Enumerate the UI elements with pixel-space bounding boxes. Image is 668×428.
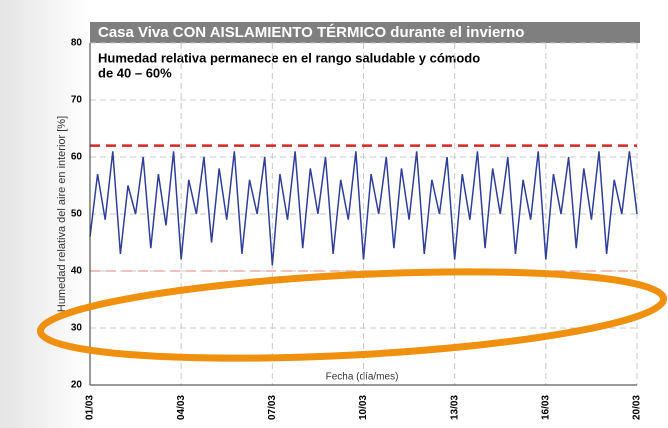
x-tick-label: 16/03 [540,395,551,420]
y-tick-label: 40 [71,266,83,277]
subtitle: Humedad relativa permanece en el rango s… [98,50,480,65]
y-tick-label: 70 [71,95,83,106]
y-axis-label: Humedad relativa del aire en interior [%… [56,116,68,312]
y-tick-label: 50 [71,209,83,220]
background [0,0,90,428]
y-tick-label: 20 [71,380,83,391]
x-axis-label: Fecha (día/mes) [326,372,399,383]
x-tick-label: 01/03 [85,395,96,420]
x-tick-label: 04/03 [176,395,187,420]
title-bar [90,22,640,43]
x-tick-label: 10/03 [358,395,369,420]
x-tick-label: 13/03 [449,395,460,420]
subtitle: de 40 – 60% [98,65,172,80]
x-tick-label: 20/03 [632,395,643,420]
y-tick-label: 60 [71,152,83,163]
y-tick-label: 80 [71,38,83,49]
highlight-ellipse [36,268,668,362]
chart-title: Casa Viva CON AISLAMIENTO TÉRMICO durant… [98,24,524,41]
data-line [89,151,638,266]
y-tick-label: 30 [71,323,83,334]
x-tick-label: 07/03 [267,395,278,420]
